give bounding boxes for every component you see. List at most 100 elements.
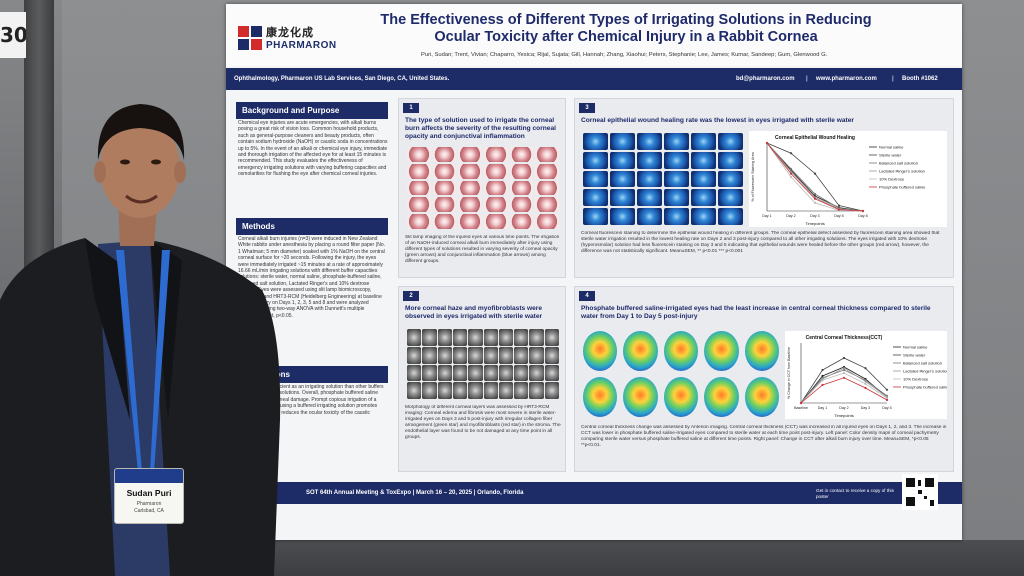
eye-image: [432, 147, 457, 162]
ear-right: [174, 161, 186, 183]
background-heading: Background and Purpose: [236, 102, 388, 119]
data-point: [842, 371, 846, 375]
x-tick-label: Day 3: [810, 214, 819, 218]
panel-caption: Morphology of different corneal layers w…: [405, 405, 561, 440]
data-point: [813, 197, 817, 200]
confocal-image: [544, 329, 559, 346]
data-point: [799, 401, 803, 405]
x-tick-label: Day 1: [762, 214, 771, 218]
confocal-image: [483, 382, 498, 399]
confocal-image: [529, 346, 544, 364]
badge-organization: Pharmaron: [136, 501, 162, 507]
eye-image: [407, 197, 431, 213]
eye-image: [535, 180, 559, 196]
series-line: [800, 357, 888, 404]
badge-header: [115, 469, 183, 483]
panel-number: 3: [579, 103, 595, 113]
fluorescein-image: [637, 208, 662, 225]
confocal-image: [498, 382, 514, 399]
confocal-image: [514, 364, 529, 382]
series-line: [766, 142, 864, 212]
confocal-image: [498, 346, 514, 364]
x-tick-label: Day 5: [882, 406, 891, 410]
confocal-image-grid: [407, 329, 559, 399]
pachymetry-map: [623, 377, 658, 417]
fluorescein-image: [583, 189, 608, 207]
confocal-image: [452, 382, 468, 399]
fluorescein-image: [691, 133, 716, 150]
data-point: [789, 167, 793, 170]
fluorescein-image: [664, 151, 689, 169]
fluorescein-image: [583, 208, 608, 225]
hair: [97, 104, 185, 160]
fluorescein-image: [691, 170, 716, 188]
x-tick-label: Baseline: [794, 406, 808, 410]
panel-slit-lamp: 1 The type of solution used to irrigate …: [398, 98, 566, 278]
eye-image: [432, 163, 457, 179]
data-point: [789, 170, 793, 173]
data-point: [789, 152, 793, 155]
confocal-image: [437, 329, 452, 346]
confocal-image: [422, 382, 437, 399]
data-point: [842, 367, 846, 370]
legend-label: Phosphate buffered saline: [903, 384, 947, 389]
eye-image: [509, 214, 534, 229]
fluorescein-image-grid: [583, 133, 743, 225]
confocal-image: [437, 346, 452, 364]
wound-healing-chart: Corneal Epithelial Wound Healing Day 1 Day…: [749, 131, 947, 227]
confocal-image: [468, 382, 483, 399]
panel-number: 4: [579, 291, 595, 301]
eye-image: [458, 147, 482, 162]
eye-image: [535, 163, 559, 179]
contact-website: www.pharmaron.com: [816, 76, 877, 82]
eye-image: [483, 214, 508, 229]
eye-image: [483, 147, 508, 162]
confocal-image: [407, 346, 422, 364]
panel-caption: Central corneal thickness change was ass…: [581, 425, 947, 448]
legend-label: Balanced salt solution: [903, 360, 942, 365]
pharmaron-logo-icon: [238, 26, 262, 50]
confocal-image: [498, 329, 514, 346]
booth-number-sign: 30: [0, 12, 26, 58]
legend-label: Normal saline: [903, 344, 928, 349]
panel-title: More corneal haze and myofibroblasts wer…: [405, 305, 543, 320]
pachymetry-map: [663, 377, 699, 417]
fluorescein-image: [610, 189, 635, 207]
eye-image: [509, 180, 534, 196]
pachymetry-map: [704, 331, 739, 371]
pachymetry-map: [704, 377, 739, 417]
x-tick-label: Day 2: [839, 406, 848, 410]
confocal-image: [437, 364, 452, 382]
poster-authors: Puri, Sudan; Trent, Vivian; Chaparro, Ye…: [421, 52, 828, 58]
x-tick-label: Day 5: [834, 214, 843, 218]
poster-title-line-2: Ocular Toxicity after Chemical Injury in…: [434, 29, 818, 45]
poster-title-line-1: The Effectiveness of Different Types of …: [380, 12, 872, 28]
x-axis-label: Timepoints: [805, 221, 824, 226]
badge-name: Sudan Puri: [126, 488, 172, 498]
separator: |: [892, 76, 894, 82]
data-point: [813, 192, 817, 196]
data-point: [885, 388, 889, 391]
fluorescein-image: [664, 189, 689, 207]
eye-image: [432, 214, 457, 229]
pachymetry-map: [744, 377, 779, 417]
lapel-left: [85, 238, 130, 420]
logo-chinese-text: 康龙化成: [266, 26, 314, 39]
face: [100, 118, 180, 218]
fluorescein-image: [610, 208, 635, 225]
methods-text: Corneal alkali burn injuries (n=3) were …: [238, 236, 386, 319]
panel-wound-healing: 3 Corneal epithelial wound healing rate …: [574, 98, 954, 278]
data-point: [864, 380, 867, 383]
x-tick-label: Day 1: [818, 406, 827, 410]
data-point: [861, 209, 865, 213]
confocal-image: [529, 329, 544, 346]
confocal-image: [468, 364, 483, 382]
fluorescein-image: [718, 208, 743, 225]
confocal-image: [529, 364, 544, 382]
legend-label: Lactated Ringer's solution: [903, 368, 947, 373]
confocal-image: [544, 346, 559, 364]
legend-label: Phosphate buffered saline: [879, 184, 926, 189]
fluorescein-image: [637, 151, 662, 169]
confocal-image: [483, 329, 498, 346]
legend-label: 10% Dextrose: [879, 176, 905, 181]
